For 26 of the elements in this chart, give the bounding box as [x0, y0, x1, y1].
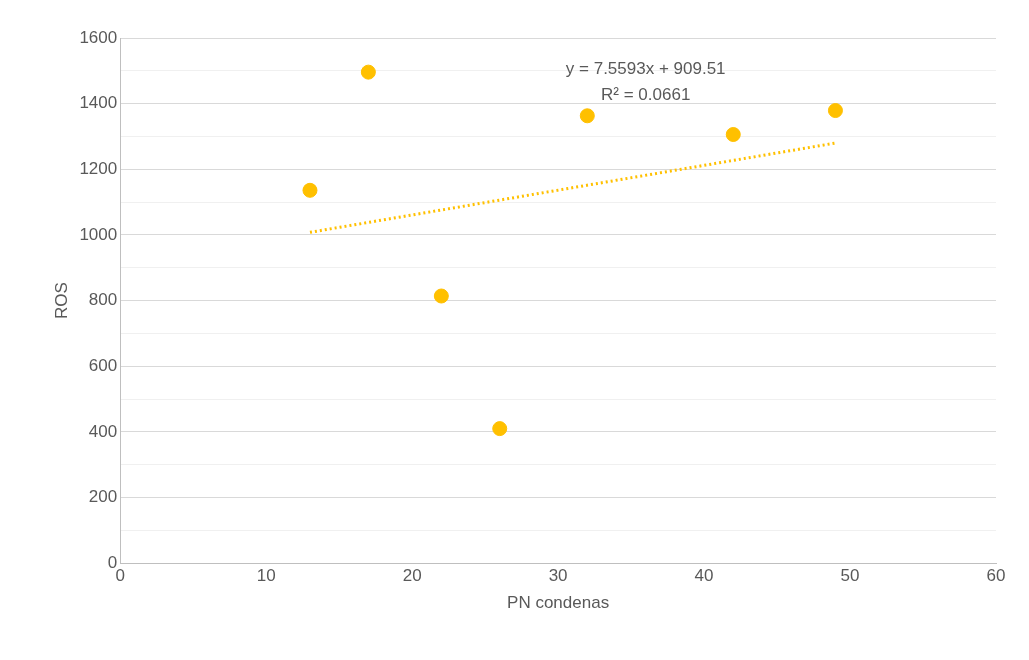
y-tick-label: 400: [88, 421, 118, 441]
point: [302, 182, 318, 198]
x-tick-label: 40: [694, 566, 714, 586]
point: [492, 421, 508, 437]
x-tick-label: 60: [986, 566, 1006, 586]
y-tick-label: 200: [88, 487, 118, 507]
y-tick-label: 0: [107, 552, 118, 572]
point: [579, 108, 595, 124]
annotation: R² = 0.0661: [601, 85, 691, 104]
y-tick-label: 600: [88, 355, 118, 375]
point: [725, 127, 741, 143]
x-tick-label: 20: [402, 566, 422, 586]
point: [827, 103, 843, 119]
y-tick-label: 800: [88, 290, 118, 310]
point: [360, 64, 376, 80]
x-axis-title: PN condenas: [507, 593, 610, 613]
y-axis-title: ROS: [51, 282, 71, 320]
point: [433, 288, 449, 304]
x-tick-label: 30: [548, 566, 568, 586]
y-tick-label: 1600: [79, 27, 118, 47]
y-tick-label: 1400: [79, 93, 118, 113]
annotation: y = 7.5593x + 909.51: [565, 59, 726, 78]
y-tick-label: 1200: [79, 158, 118, 178]
y-tick-label: 1000: [79, 224, 118, 244]
x-tick-label: 10: [256, 566, 276, 586]
x-tick-label: 50: [840, 566, 860, 586]
